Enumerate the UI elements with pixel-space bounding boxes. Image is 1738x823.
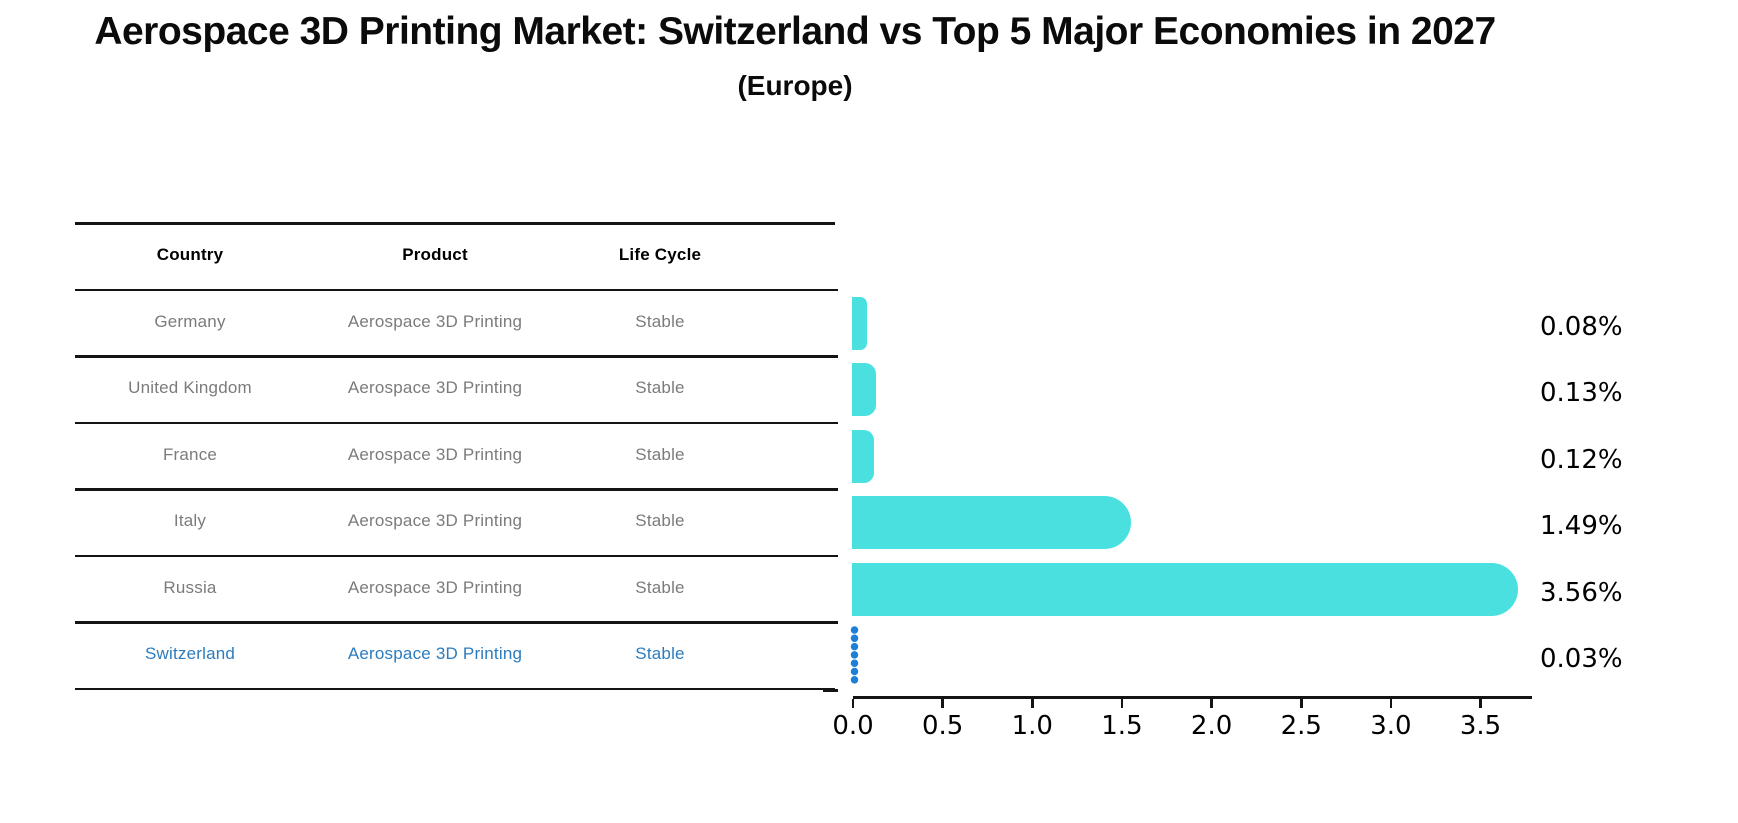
x-tick-mark: [851, 699, 855, 708]
product-cell: Aerospace 3D Printing: [347, 444, 523, 464]
table-rule-line: [75, 687, 835, 690]
value-label-italy: 1.49%: [1540, 511, 1623, 542]
lifecycle-cell: Stable: [635, 511, 685, 530]
x-tick-label: 2.5: [1280, 711, 1322, 741]
column-header-product: Product: [402, 245, 468, 264]
x-tick-mark: [1120, 699, 1124, 708]
x-tick-label: 0.5: [921, 711, 964, 741]
x-tick-label: 2.0: [1190, 711, 1233, 741]
table-rule-line: [75, 488, 835, 491]
x-tick-mark: [1479, 699, 1482, 708]
table-rule-line: [75, 355, 835, 358]
bar-russia: [852, 562, 1518, 616]
x-axis-line: [853, 696, 1532, 699]
lifecycle-cell: Stable: [635, 378, 685, 397]
table-row-france: France Aerospace 3D Printing Stable: [75, 422, 835, 489]
page-subtitle: (Europe): [737, 70, 853, 101]
x-tick-label: 3.0: [1370, 711, 1412, 741]
table-rule-line: [75, 554, 835, 557]
y-tick-mark: [823, 355, 838, 358]
product-cell: Aerospace 3D Printing: [347, 311, 523, 331]
bar-france: [852, 429, 875, 483]
value-label-russia: 3.56%: [1540, 577, 1623, 608]
table-rule-line: [75, 222, 835, 225]
y-tick-mark: [823, 554, 838, 557]
country-cell: France: [162, 444, 218, 464]
y-tick-mark: [823, 488, 838, 491]
x-tick-label: 0.0: [832, 711, 874, 741]
lifecycle-cell: Stable: [635, 311, 685, 331]
country-cell: Italy: [173, 511, 207, 530]
product-cell: Aerospace 3D Printing: [347, 511, 523, 530]
value-label-france: 0.12%: [1540, 444, 1623, 475]
product-cell: Aerospace 3D Printing: [347, 378, 523, 397]
country-cell: Russia: [163, 577, 217, 597]
table-rule-line: [75, 288, 835, 291]
table-rule-line: [75, 421, 835, 424]
x-tick-label: 1.0: [1011, 711, 1053, 741]
bar-germany: [852, 296, 867, 350]
table-row-germany: Germany Aerospace 3D Printing Stable: [75, 289, 835, 356]
table-rule-line: [75, 621, 835, 624]
table-row-switzerland: Switzerland Aerospace 3D Printing Stable: [75, 621, 835, 688]
x-tick-mark: [1389, 699, 1393, 708]
product-cell: Aerospace 3D Printing: [347, 577, 523, 597]
y-tick-mark: [823, 288, 838, 291]
country-cell: Switzerland: [144, 644, 236, 663]
product-cell: Aerospace 3D Printing: [347, 644, 523, 663]
x-tick-mark: [1300, 699, 1303, 708]
lifecycle-cell: Stable: [635, 644, 685, 663]
bar-italy: [852, 496, 1131, 550]
x-tick-mark: [1031, 699, 1034, 708]
x-tick-label: 1.5: [1101, 711, 1143, 741]
page-title: Aerospace 3D Printing Market: Switzerlan…: [94, 10, 1496, 53]
lifecycle-cell: Stable: [635, 577, 685, 597]
x-tick-label: 3.5: [1459, 711, 1502, 741]
value-label-germany: 0.08%: [1540, 311, 1623, 342]
country-cell: United Kingdom: [128, 378, 252, 397]
x-tick-mark: [941, 699, 944, 708]
y-tick-mark: [823, 689, 838, 692]
bar-united-kingdom: [852, 363, 877, 417]
column-header-country: Country: [156, 245, 224, 264]
x-tick-mark: [1210, 699, 1213, 708]
column-header-lifecycle: Life Cycle: [618, 245, 702, 264]
value-label-united-kingdom: 0.13%: [1540, 378, 1623, 409]
y-tick-mark: [823, 421, 838, 424]
country-cell: Germany: [154, 311, 226, 331]
table-row-russia: Russia Aerospace 3D Printing Stable: [75, 555, 835, 622]
table-header-row: Country Product Life Cycle: [75, 222, 835, 289]
y-tick-mark: [823, 621, 838, 624]
value-label-switzerland: 0.03%: [1540, 644, 1623, 675]
lifecycle-cell: Stable: [635, 444, 685, 464]
switzerland-dotted-marker: [850, 626, 859, 684]
table-row-united-kingdom: United Kingdom Aerospace 3D Printing Sta…: [75, 355, 835, 422]
table-row-italy: Italy Aerospace 3D Printing Stable: [75, 488, 835, 555]
